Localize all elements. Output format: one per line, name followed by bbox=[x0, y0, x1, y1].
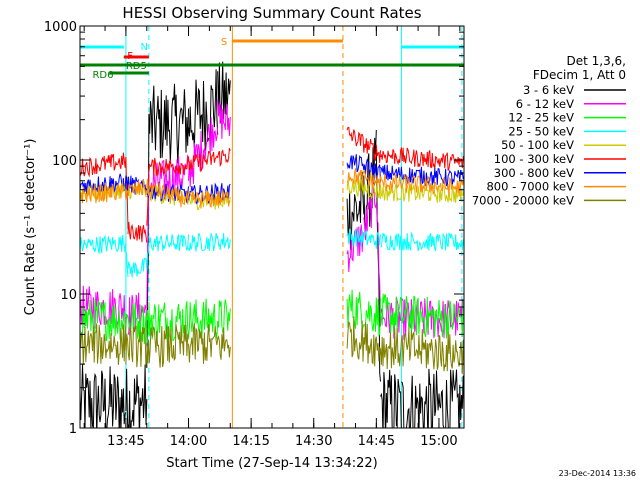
series-0-segment-0 bbox=[80, 364, 127, 428]
x-tick-label-2: 14:15 bbox=[232, 434, 269, 449]
series-3-segment-9 bbox=[346, 228, 381, 249]
series-7-segment-1 bbox=[125, 179, 148, 200]
y-tick-label-2: 100 bbox=[52, 154, 77, 169]
series-1-segment-6 bbox=[217, 99, 231, 139]
x-tick-label-1: 14:00 bbox=[170, 434, 207, 449]
series-7-segment-3 bbox=[188, 189, 231, 209]
series-5-segment-4 bbox=[148, 156, 189, 177]
series-3-segment-4 bbox=[148, 233, 189, 252]
legend-label-3: 25 - 50 keV bbox=[508, 124, 574, 138]
y-tick-label-3: 1000 bbox=[44, 20, 77, 35]
flag-label-n: N bbox=[141, 42, 148, 53]
y-tick-label-0: 1 bbox=[69, 422, 77, 437]
series-8-segment-2 bbox=[146, 324, 189, 368]
series-5-segment-0 bbox=[80, 152, 127, 178]
plot-frame bbox=[79, 25, 465, 429]
series-0-segment-6 bbox=[217, 61, 231, 124]
series-3-segment-1 bbox=[125, 250, 129, 278]
footer-date: 23-Dec-2014 13:36 bbox=[559, 469, 636, 478]
series-8-segment-3 bbox=[188, 323, 231, 364]
x-tick-label-5: 15:00 bbox=[420, 434, 457, 449]
x-tick-label-0: 13:45 bbox=[107, 434, 144, 449]
series-0-segment-1 bbox=[125, 368, 129, 428]
series-2-segment-8 bbox=[346, 289, 381, 337]
series-5-segment-9 bbox=[346, 126, 381, 164]
series-5-segment-1 bbox=[125, 157, 129, 230]
series-5-segment-3 bbox=[146, 174, 150, 226]
y-tick-label-1: 10 bbox=[60, 288, 77, 303]
series-5 bbox=[80, 126, 464, 243]
series-0-segment-5 bbox=[188, 69, 219, 151]
series-3-segment-5 bbox=[188, 231, 231, 252]
series-0-segment-13 bbox=[380, 369, 402, 428]
series-3-segment-2 bbox=[127, 257, 148, 278]
series-8-segment-7 bbox=[346, 316, 381, 367]
series-0-segment-10 bbox=[346, 171, 365, 250]
series-8-segment-0 bbox=[80, 323, 127, 366]
legend-label-8: 7000 - 20000 keV bbox=[472, 193, 574, 207]
series-1-segment-12 bbox=[375, 202, 381, 327]
series-1-segment-11 bbox=[363, 180, 377, 241]
series-2-segment-0 bbox=[80, 298, 127, 342]
series-4-segment-7 bbox=[346, 178, 381, 200]
series-3-segment-10 bbox=[380, 231, 464, 252]
series-5-segment-10 bbox=[380, 147, 464, 171]
flag-label-rd6: RD6 bbox=[92, 70, 113, 81]
series-7-segment-0 bbox=[80, 181, 127, 204]
legend-label-0: 3 - 6 keV bbox=[523, 83, 574, 97]
series-3-segment-3 bbox=[146, 242, 150, 271]
y-axis-label: Count Rate (s⁻¹ detector⁻¹) bbox=[23, 139, 38, 316]
x-tick-label-4: 14:45 bbox=[358, 434, 395, 449]
series-7-segment-7 bbox=[346, 168, 381, 190]
legend-label-4: 50 - 100 keV bbox=[501, 138, 574, 152]
legend-header-line-2: FDecim 1, Att 0 bbox=[533, 68, 626, 82]
series-2-segment-2 bbox=[146, 310, 150, 335]
legend-header-line-1: Det 1,3,6, bbox=[567, 54, 627, 68]
legend-label-6: 300 - 800 keV bbox=[494, 166, 574, 180]
series-3-segment-0 bbox=[80, 234, 127, 254]
series-2-segment-1 bbox=[125, 302, 148, 345]
series-7-segment-2 bbox=[146, 178, 189, 208]
series-2-segment-9 bbox=[380, 293, 464, 340]
legend-label-2: 12 - 25 keV bbox=[508, 111, 574, 125]
legend-label-5: 100 - 300 keV bbox=[494, 152, 574, 166]
series-0-segment-2 bbox=[127, 364, 148, 428]
series-5-segment-2 bbox=[127, 221, 148, 243]
series-0-segment-4 bbox=[148, 83, 189, 164]
series-0-segment-14 bbox=[401, 368, 464, 428]
series-group bbox=[80, 61, 464, 428]
series-5-segment-5 bbox=[188, 148, 231, 173]
series-8-segment-8 bbox=[380, 328, 464, 375]
series-6 bbox=[80, 154, 464, 205]
series-6-segment-7 bbox=[346, 154, 381, 183]
series-1-segment-10 bbox=[346, 224, 365, 273]
legend-label-7: 800 - 7000 keV bbox=[486, 180, 574, 194]
series-3 bbox=[80, 228, 464, 278]
series-8 bbox=[80, 316, 464, 375]
legend-label-1: 6 - 12 keV bbox=[516, 97, 574, 111]
chart-title: HESSI Observing Summary Count Rates bbox=[122, 4, 421, 22]
flag-label-f: F bbox=[127, 51, 133, 62]
series-8-segment-1 bbox=[125, 325, 148, 368]
x-axis-label: Start Time (27-Sep-14 13:34:22) bbox=[166, 456, 377, 471]
x-tick-label-3: 14:30 bbox=[295, 434, 332, 449]
flag-label-s: S bbox=[221, 37, 227, 48]
series-4-segment-8 bbox=[380, 182, 464, 204]
series-1-segment-13 bbox=[380, 296, 402, 339]
series-7-segment-8 bbox=[380, 174, 464, 197]
series-6-segment-8 bbox=[380, 164, 464, 187]
series-7 bbox=[80, 168, 464, 209]
series-0 bbox=[80, 61, 464, 428]
flag-label-rd5: RD5 bbox=[126, 61, 147, 72]
